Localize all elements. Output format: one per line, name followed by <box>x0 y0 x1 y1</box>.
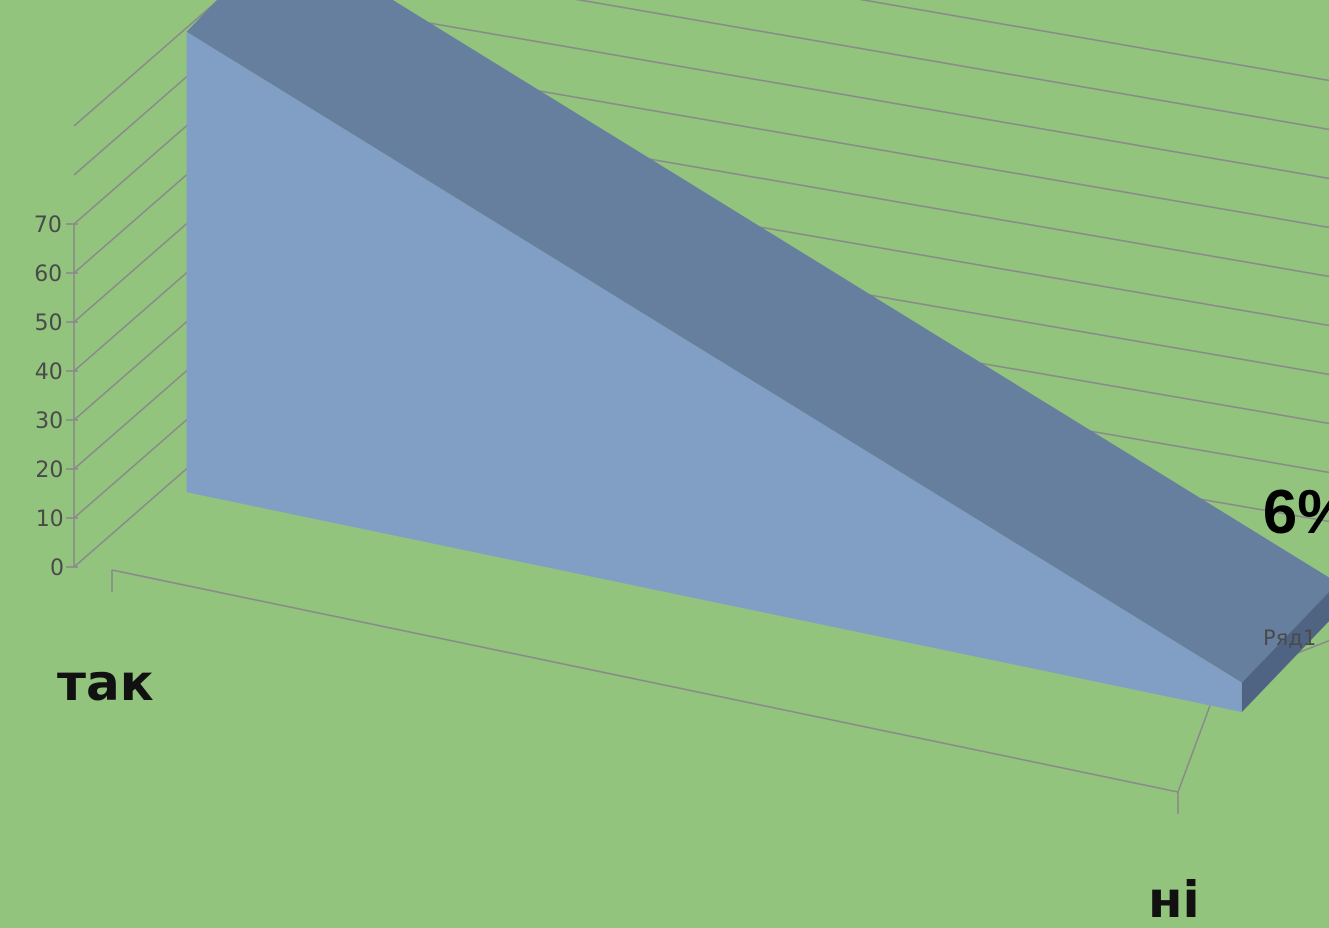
back-wall-gridline <box>575 0 1329 131</box>
y-axis-tick-labels: 0 10 20 30 40 50 60 70 <box>34 213 78 581</box>
x-axis-line <box>111 569 1179 793</box>
back-wall-gridline <box>324 4 1329 180</box>
area-side-face <box>1241 591 1329 713</box>
y-tick-label: 60 <box>34 262 62 287</box>
y-tick-label: 10 <box>36 507 64 532</box>
y-tick-label: 50 <box>35 311 63 336</box>
data-label: 6% <box>1263 478 1329 547</box>
area-top-face <box>186 0 1329 683</box>
series-axis-label: Ряд1 <box>1263 626 1316 650</box>
category-label: так <box>57 654 154 712</box>
y-tick-label: 0 <box>50 556 64 581</box>
y-tick-label: 30 <box>35 409 63 434</box>
y-tick-label: 40 <box>35 360 63 385</box>
side-wall-gridline <box>73 0 220 127</box>
area-series <box>186 0 1329 713</box>
back-wall-gridline <box>858 0 1329 82</box>
y-tick-label: 70 <box>34 213 62 238</box>
y-tick-label: 20 <box>35 458 63 483</box>
category-label: ні <box>1148 871 1200 923</box>
area-front-face <box>186 31 1242 713</box>
